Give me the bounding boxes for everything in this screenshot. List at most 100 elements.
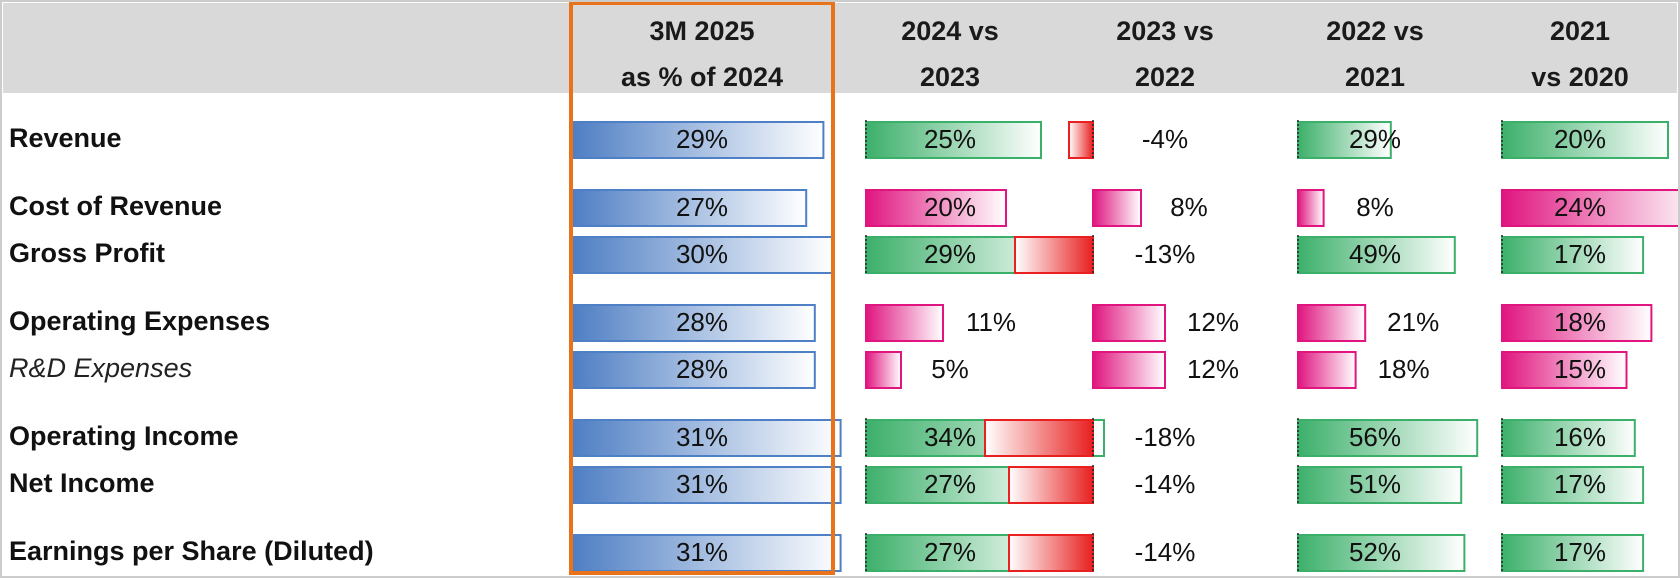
data-label-r8-c1: 31%	[676, 537, 728, 567]
data-label-r5-c3: 12%	[1187, 354, 1239, 384]
bar-cell-r2-c3: 8%	[1092, 189, 1208, 227]
bar-r3-c5	[1501, 236, 1645, 274]
bar-r4-c2	[865, 304, 944, 342]
bar-r8-c4	[1297, 534, 1466, 572]
column-header-c1-line-2: 2023	[920, 62, 980, 92]
bar-r6-c4	[1297, 419, 1479, 457]
bar-cell-r5-c1: 28%	[573, 351, 816, 389]
bar-cell-r4-c4: 21%	[1297, 304, 1439, 342]
column-header-c1-line-1: 2024 vs	[901, 16, 999, 46]
bar-cell-r4-c5: 18%	[1501, 304, 1653, 342]
bar-r4-c3	[1092, 304, 1166, 342]
bar-cell-r5-c3: 12%	[1092, 351, 1239, 389]
bar-r4-c4	[1297, 304, 1367, 342]
bar-r6-c3	[984, 419, 1094, 457]
bar-r1-c3	[1068, 121, 1094, 159]
bar-r7-c3	[1008, 466, 1094, 504]
bar-cell-r6-c4: 56%	[1297, 418, 1479, 458]
data-label-r2-c1: 27%	[676, 192, 728, 222]
data-label-r5-c2: 5%	[931, 354, 969, 384]
bar-cell-r8-c1: 31%	[573, 534, 842, 572]
bar-r1-c4	[1297, 121, 1392, 159]
data-label-r6-c1: 31%	[676, 422, 728, 452]
data-label-r5-c1: 28%	[676, 354, 728, 384]
data-label-r4-c4: 21%	[1387, 307, 1439, 337]
bar-cell-r3-c1: 30%	[573, 236, 833, 274]
data-label-r1-c3: -4%	[1142, 124, 1188, 154]
data-label-r2-c3: 8%	[1170, 192, 1208, 222]
bar-cell-r8-c4: 52%	[1297, 533, 1466, 573]
bar-r7-c1	[573, 466, 842, 504]
data-label-r7-c2: 27%	[924, 469, 976, 499]
row-label-4: Operating Expenses	[9, 306, 270, 336]
bar-r2-c2	[865, 189, 1007, 227]
bar-cell-r2-c5: 24%	[1501, 189, 1680, 227]
data-label-r5-c5: 15%	[1554, 354, 1606, 384]
data-label-r1-c2: 25%	[924, 124, 976, 154]
data-label-r4-c5: 18%	[1554, 307, 1606, 337]
bar-cell-r8-c3: -14%	[1008, 533, 1196, 573]
highlight-frame	[569, 1, 835, 575]
row-label-7: Net Income	[9, 468, 155, 498]
row-label-6: Operating Income	[9, 421, 239, 451]
bar-r6-c1	[573, 419, 842, 457]
column-header-c3-line-1: 2022 vs	[1326, 16, 1424, 46]
header-background	[3, 3, 1677, 93]
data-label-r8-c2: 27%	[924, 537, 976, 567]
data-label-r3-c4: 49%	[1349, 239, 1401, 269]
row-label-8: Earnings per Share (Diluted)	[9, 536, 374, 566]
data-label-r6-c5: 16%	[1554, 422, 1606, 452]
bar-r5-c2	[865, 351, 902, 389]
column-header-c4-line-2: vs 2020	[1531, 62, 1629, 92]
data-label-r1-c4: 29%	[1349, 124, 1401, 154]
bar-cell-r7-c1: 31%	[573, 466, 842, 504]
bar-r2-c4	[1297, 189, 1325, 227]
bar-r3-c3	[1014, 236, 1094, 274]
bar-cell-r7-c3: -14%	[1008, 465, 1196, 505]
data-label-r3-c2: 29%	[924, 239, 976, 269]
bar-r6-c5	[1501, 419, 1636, 457]
bar-cell-r5-c2: 5%	[865, 351, 969, 389]
bar-cell-r8-c5: 17%	[1501, 533, 1645, 573]
bar-cell-r3-c5: 17%	[1501, 235, 1645, 275]
data-label-r5-c4: 18%	[1378, 354, 1430, 384]
data-label-r6-c2: 34%	[924, 422, 976, 452]
bar-r5-c1	[573, 351, 816, 389]
data-label-r8-c5: 17%	[1554, 537, 1606, 567]
data-label-r3-c3: -13%	[1135, 239, 1196, 269]
bar-r5-c3	[1092, 351, 1166, 389]
bar-cell-r2-c4: 8%	[1297, 189, 1394, 227]
bar-cell-r6-c5: 16%	[1501, 418, 1636, 458]
bar-r8-c5	[1501, 534, 1645, 572]
bar-cell-r1-c4: 29%	[1297, 120, 1401, 160]
bar-cell-r2-c1: 27%	[573, 189, 808, 227]
data-label-r7-c3: -14%	[1135, 469, 1196, 499]
data-label-r8-c3: -14%	[1135, 537, 1196, 567]
bar-cell-r6-c1: 31%	[573, 419, 842, 457]
data-label-r2-c4: 8%	[1356, 192, 1394, 222]
data-label-r4-c1: 28%	[676, 307, 728, 337]
data-label-r7-c1: 31%	[676, 469, 728, 499]
bar-cell-r1-c5: 20%	[1501, 120, 1669, 160]
bar-cell-r5-c5: 15%	[1501, 351, 1628, 389]
row-label-1: Revenue	[9, 123, 122, 153]
bar-cell-r5-c4: 18%	[1297, 351, 1430, 389]
data-label-r4-c3: 12%	[1187, 307, 1239, 337]
bar-r4-c1	[573, 304, 816, 342]
column-header-c2-line-2: 2022	[1135, 62, 1195, 92]
data-label-r3-c5: 17%	[1554, 239, 1606, 269]
bar-cell-r3-c3: -13%	[1014, 235, 1196, 275]
row-label-5: R&D Expenses	[9, 353, 192, 383]
bar-r3-c1	[573, 236, 833, 274]
data-label-r8-c4: 52%	[1349, 537, 1401, 567]
bar-cell-r7-c5: 17%	[1501, 465, 1645, 505]
bar-r7-c5	[1501, 466, 1645, 504]
bar-r1-c1	[573, 121, 825, 159]
bar-r2-c3	[1092, 189, 1142, 227]
column-header-c0-line-2: as % of 2024	[621, 62, 783, 92]
bar-cell-r6-c3: -18%	[984, 418, 1195, 458]
bar-cell-r7-c4: 51%	[1297, 465, 1463, 505]
bar-cell-r4-c1: 28%	[573, 304, 816, 342]
